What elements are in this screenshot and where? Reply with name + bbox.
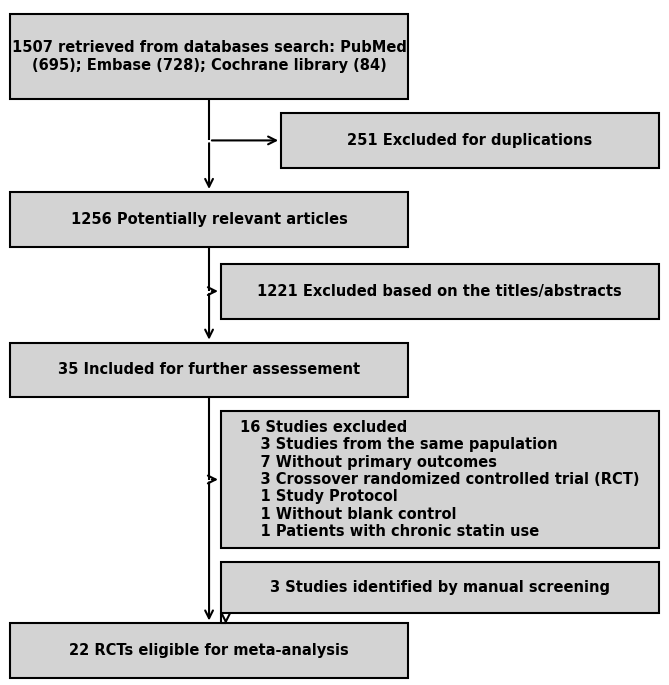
Text: 1256 Potentially relevant articles: 1256 Potentially relevant articles (71, 212, 347, 227)
Text: 3 Studies identified by manual screening: 3 Studies identified by manual screening (270, 580, 610, 595)
Text: 16 Studies excluded
    3 Studies from the same papulation
    7 Without primary: 16 Studies excluded 3 Studies from the s… (240, 420, 640, 539)
Text: 251 Excluded for duplications: 251 Excluded for duplications (347, 133, 593, 148)
Text: 35 Included for further assessement: 35 Included for further assessement (58, 362, 360, 377)
FancyBboxPatch shape (221, 411, 659, 548)
Text: 1507 retrieved from databases search: PubMed
(695); Embase (728); Cochrane libra: 1507 retrieved from databases search: Pu… (11, 40, 407, 73)
FancyBboxPatch shape (10, 342, 408, 397)
FancyBboxPatch shape (10, 623, 408, 678)
FancyBboxPatch shape (281, 113, 659, 168)
FancyBboxPatch shape (221, 264, 659, 319)
FancyBboxPatch shape (10, 192, 408, 247)
Text: 1221 Excluded based on the titles/abstracts: 1221 Excluded based on the titles/abstra… (258, 284, 622, 299)
FancyBboxPatch shape (10, 14, 408, 99)
Text: 22 RCTs eligible for meta-analysis: 22 RCTs eligible for meta-analysis (69, 643, 349, 658)
FancyBboxPatch shape (221, 562, 659, 613)
